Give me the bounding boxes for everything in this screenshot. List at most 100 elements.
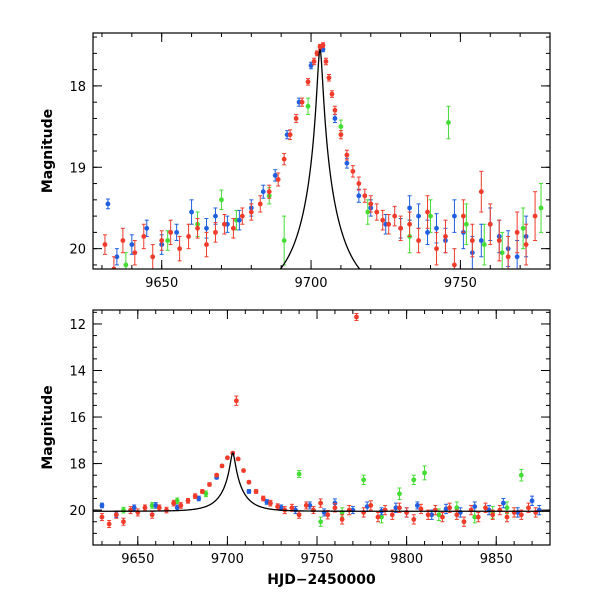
data-point [235, 456, 241, 462]
data-point [174, 498, 180, 504]
data-point [386, 221, 392, 227]
data-point [241, 468, 246, 473]
data-point [320, 42, 326, 48]
data-point [248, 209, 254, 215]
data-point [275, 177, 281, 182]
data-point [185, 498, 191, 504]
data-point [329, 91, 335, 97]
model-curve [93, 452, 550, 512]
data-point [129, 242, 135, 247]
data-point [149, 512, 155, 518]
data-point [114, 254, 120, 260]
data-point [214, 472, 220, 478]
data-point [375, 514, 381, 520]
data-point [113, 512, 119, 518]
data-point [481, 242, 487, 247]
data-point [454, 512, 460, 518]
data-point [318, 500, 324, 506]
data-point [520, 225, 526, 231]
data-layer [102, 42, 544, 269]
data-point [204, 225, 209, 231]
data-point [149, 503, 155, 508]
data-point [380, 217, 386, 223]
data-point [260, 189, 266, 195]
data-point [233, 398, 239, 404]
data-point [305, 103, 311, 109]
data-point [219, 463, 225, 469]
data-point [344, 152, 350, 158]
data-point [207, 482, 212, 487]
data-point [443, 234, 448, 239]
data-point [192, 493, 198, 499]
y-axis-label: Magnitude [40, 385, 56, 469]
y-tick-label: 20 [69, 504, 86, 519]
data-point [407, 221, 413, 227]
data-point [350, 168, 356, 174]
data-point [132, 250, 138, 256]
data-point [123, 262, 129, 268]
data-point [332, 505, 338, 511]
data-point [174, 505, 180, 511]
data-point [538, 205, 544, 211]
data-point [289, 505, 295, 511]
data-point [164, 507, 169, 513]
x-tick-label: 9700 [211, 552, 244, 567]
y-tick-label: 18 [69, 80, 86, 95]
data-point [195, 225, 200, 231]
data-point [281, 238, 287, 243]
data-point [204, 242, 209, 247]
data-point [428, 213, 433, 219]
data-point [281, 156, 287, 162]
data-point [452, 262, 457, 268]
data-point [374, 209, 380, 215]
data-point [121, 519, 126, 525]
data-point [518, 472, 524, 478]
data-point [407, 205, 413, 211]
data-point [272, 173, 278, 178]
data-point [452, 213, 457, 219]
data-point [299, 99, 305, 105]
y-tick-label: 16 [69, 411, 86, 426]
data-point [422, 470, 427, 476]
data-point [411, 517, 417, 522]
data-point [144, 225, 150, 231]
data-point [368, 503, 374, 508]
data-point [393, 505, 399, 511]
data-point [174, 229, 180, 235]
data-point [414, 503, 420, 508]
data-point [434, 225, 439, 231]
data-point [213, 229, 218, 235]
data-point [463, 221, 469, 227]
x-tick-label: 9850 [480, 552, 513, 567]
data-point [425, 229, 430, 235]
data-point [318, 519, 324, 525]
data-point [504, 505, 510, 511]
data-point [142, 505, 148, 511]
data-point [392, 213, 398, 219]
data-point [475, 514, 481, 520]
data-point [260, 496, 266, 501]
data-point [99, 514, 105, 520]
data-point [203, 491, 209, 497]
data-point [196, 496, 202, 501]
data-point [296, 471, 302, 477]
y-tick-label: 14 [69, 364, 86, 379]
data-point [361, 477, 367, 483]
data-point [526, 505, 531, 511]
plot-frame [92, 309, 551, 546]
data-point [326, 75, 332, 81]
data-point [266, 189, 272, 195]
x-tick-label: 9800 [390, 552, 423, 567]
data-point [105, 201, 111, 207]
x-tick-label: 9750 [444, 276, 477, 291]
x-tick-label: 9700 [294, 276, 327, 291]
data-point [499, 250, 505, 256]
data-point [323, 59, 329, 64]
data-point [440, 514, 445, 520]
data-point [311, 507, 316, 513]
data-point [487, 221, 493, 227]
data-point [425, 209, 430, 215]
data-point [354, 314, 359, 320]
top-panel: 9650 9700 9750 18 19 20 Magnitude [40, 32, 551, 291]
data-point [368, 201, 374, 207]
